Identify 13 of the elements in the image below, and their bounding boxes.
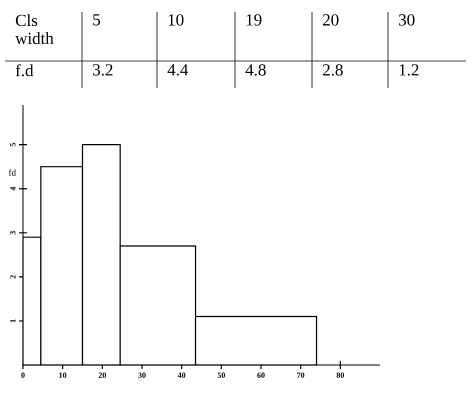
text: 4.4: [168, 64, 188, 76]
text: 5: [93, 14, 100, 26]
text: 3.2: [93, 64, 112, 76]
text: 10: [168, 14, 184, 26]
text: 4.8: [246, 64, 266, 76]
text: 2.8: [322, 64, 343, 76]
text: Cls width: [15, 14, 54, 44]
y-axis-title: fd: [8, 169, 16, 176]
text: 19: [246, 14, 262, 26]
text: 20: [322, 14, 338, 26]
text: 30: [399, 14, 414, 26]
text: f.d: [16, 64, 34, 76]
text: 1.2: [400, 64, 418, 76]
